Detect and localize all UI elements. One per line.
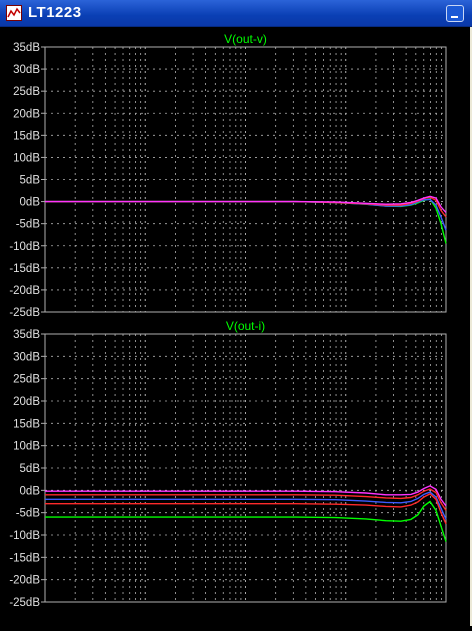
plot-frame <box>44 46 447 313</box>
y-tick-label: -10dB <box>9 241 40 253</box>
y-tick-label: 25dB <box>13 86 40 98</box>
y-tick-label: 25dB <box>13 374 40 386</box>
plot-pane-2: 35dB 30dB 25dB 20dB 15dB 10dB 5dB 0dB -5dB -10dB -… <box>9 319 447 609</box>
trace-line-2 <box>45 488 447 511</box>
trace-line-1 <box>45 485 447 507</box>
window-title: LT1223 <box>28 4 82 21</box>
plot-area: 35dB 30dB 25dB 20dB 15dB 10dB 5dB 0dB -5dB -10dB -… <box>0 27 472 626</box>
plot-frame <box>44 333 447 603</box>
y-tick-label: 10dB <box>13 152 40 164</box>
y-tick-label: -5dB <box>16 219 41 231</box>
y-tick-label: 35dB <box>13 329 40 341</box>
trace-line-3 <box>45 196 447 218</box>
plot-title: V(out-v) <box>224 32 267 46</box>
y-tick-label: 0dB <box>20 485 41 497</box>
y-tick-label: 30dB <box>13 64 40 76</box>
y-tick-label: -20dB <box>9 575 40 587</box>
y-tick-label: 20dB <box>13 108 40 120</box>
y-tick-label: 10dB <box>13 441 40 453</box>
y-tick-label: -20dB <box>9 285 40 297</box>
minimize-button[interactable] <box>446 5 464 22</box>
plots-canvas: 35dB 30dB 25dB 20dB 15dB 10dB 5dB 0dB -5dB -10dB -… <box>9 32 447 609</box>
trace-line-4 <box>45 493 447 525</box>
y-tick-label: 35dB <box>13 42 40 54</box>
title-bar[interactable]: LT1223 <box>0 0 472 27</box>
y-tick-label: 15dB <box>13 130 40 142</box>
window-frame-edge <box>470 27 472 626</box>
y-tick-label: 0dB <box>20 197 41 209</box>
y-tick-label: -10dB <box>9 530 40 542</box>
y-tick-label: 5dB <box>20 463 41 475</box>
trace-line-5 <box>45 500 447 542</box>
y-tick-label: -15dB <box>9 552 40 564</box>
plot-pane-1: 35dB 30dB 25dB 20dB 15dB 10dB 5dB 0dB -5dB -10dB -… <box>9 32 447 319</box>
waveform-app-icon <box>6 5 22 21</box>
trace-line-3 <box>45 491 447 520</box>
y-tick-label: -25dB <box>9 307 40 319</box>
y-tick-label: -5dB <box>16 508 41 520</box>
trace-line-4 <box>45 195 447 214</box>
y-tick-label: 15dB <box>13 418 40 430</box>
y-tick-label: -15dB <box>9 263 40 275</box>
y-tick-label: 20dB <box>13 396 40 408</box>
y-tick-label: 5dB <box>20 175 41 187</box>
plot-title: V(out-i) <box>226 319 265 333</box>
y-tick-label: -25dB <box>9 597 40 609</box>
y-tick-label: 30dB <box>13 351 40 363</box>
